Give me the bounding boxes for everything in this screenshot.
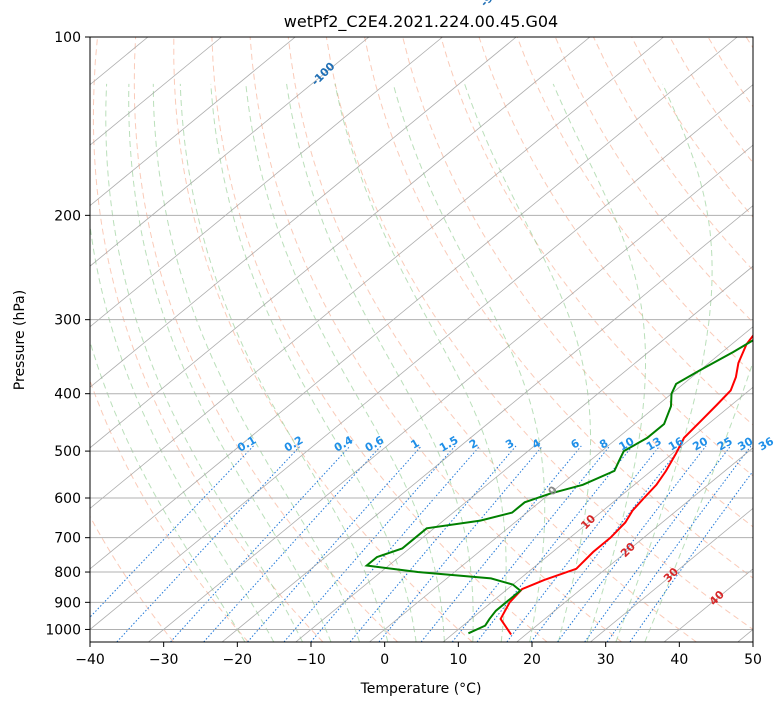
series-lines [364,334,753,636]
plot-background [90,37,753,642]
mixing-ratio-line [629,470,753,642]
x-tick-label: −10 [296,652,326,668]
chart-title: wetPf2_C2E4.2021.224.00.45.G04 [284,12,558,32]
dry-adiabat [90,379,249,642]
isotherm [90,37,222,146]
y-tick-label: 300 [54,313,81,329]
x-axis-label: Temperature (°C) [360,681,482,697]
mixing-ratio-line [420,445,582,642]
isotherm [90,37,443,328]
moist-adiabat [334,83,507,642]
moist-adiabat [245,83,445,642]
moist-adiabat [90,222,275,642]
plot-frame [89,36,754,643]
dry-adiabat [90,515,174,642]
y-tick-label: 200 [54,208,81,224]
isotherm [516,447,753,642]
dry-adiabat [173,37,473,642]
mixing-ratio-line [170,445,351,642]
mixing-ratio-line [606,445,752,642]
isotherm [369,326,753,642]
moist-adiabat [105,83,303,642]
mixing-ratio-line [584,445,731,642]
isotherm [221,205,753,642]
x-tick-label: 40 [670,652,688,668]
mixing-ratio-line [116,445,301,642]
y-tick-label: 900 [54,595,81,611]
isotherm [90,84,753,630]
moist-adiabat [464,83,592,642]
mixing-ratio-line [378,445,543,642]
mixing-ratio-line [451,445,611,642]
x-tick-label: −30 [149,652,179,668]
moist-adiabat [179,83,389,642]
isotherm [442,386,753,642]
moist-adiabat [128,83,332,642]
x-tick-label: −40 [75,652,105,668]
mixing-ratio-line [476,445,633,642]
dry-adiabat [478,37,753,426]
mixing-ratio-line [203,445,382,642]
y-tick-label: 500 [54,444,81,460]
moist-adiabat [392,83,546,642]
x-tick-label: −20 [223,652,253,668]
moist-adiabat [615,83,713,642]
dry-adiabat [92,37,324,642]
moist-adiabat [210,83,417,642]
isotherm [90,37,517,388]
temperature-profile [499,334,753,636]
mixing-ratio-line [530,445,683,642]
isotherm [90,37,664,509]
isotherm [148,144,753,642]
y-tick-label: 800 [54,565,81,581]
grid-lines [0,37,753,642]
mixing-ratio-line [90,445,254,618]
mixing-ratio-label: 36 [756,434,775,453]
y-tick-label: 100 [54,30,81,46]
isotherm [90,37,591,449]
isotherm-label: -90 [478,0,501,10]
isotherm [0,37,1,642]
mixing-ratio-line [247,445,422,642]
moist-adiabat [644,360,753,642]
dry-adiabat [287,37,697,642]
moist-adiabat [286,83,474,642]
isotherm [90,37,370,267]
isotherm [295,265,753,642]
y-axis-ticks: 100 200 300 400 500 600 700 800 900 1000 [45,30,90,638]
mixing-ratio-line [557,445,707,642]
isotherm [90,37,738,570]
mixing-ratio-line [283,445,456,642]
y-tick-label: 1000 [45,622,81,638]
isotherm [590,507,753,642]
dry-adiabat [554,37,753,323]
x-tick-label: 10 [449,652,467,668]
dry-adiabat [516,37,753,375]
x-axis-ticks: −40 −30 −20 −10 0 10 20 30 40 50 [75,642,762,668]
dry-adiabat [325,37,753,631]
y-tick-label: 400 [54,387,81,403]
x-tick-label: 20 [523,652,541,668]
x-tick-label: 0 [380,652,389,668]
x-tick-label: 30 [597,652,615,668]
y-tick-label: 700 [54,531,81,547]
x-tick-label: 50 [744,652,762,668]
y-axis-label: Pressure (hPa) [12,290,28,390]
moist-adiabat [552,83,646,642]
y-tick-label: 600 [54,491,81,507]
isotherm [90,37,296,207]
background-lines [90,37,753,642]
moist-adiabat [152,83,360,642]
dewpoint-profile [364,339,753,635]
dry-adiabat [211,37,548,642]
